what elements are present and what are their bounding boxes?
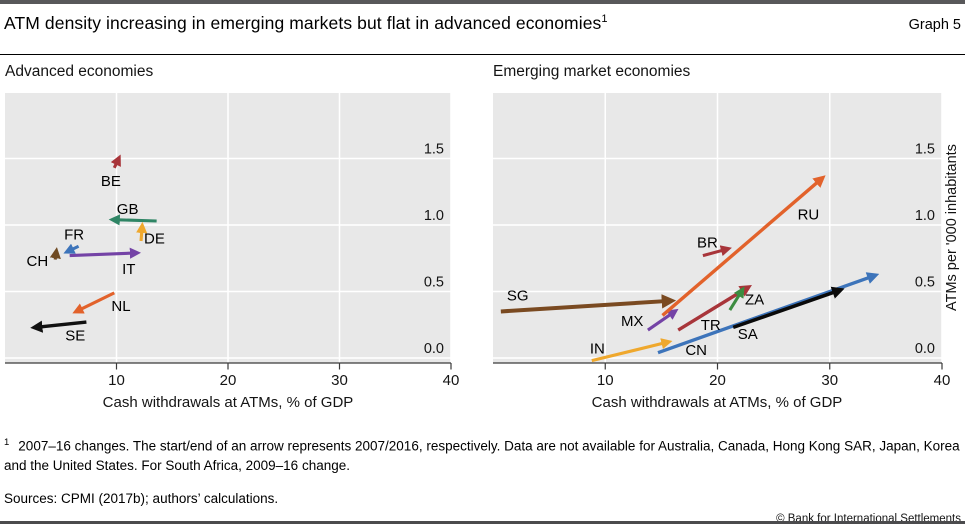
arrow-IT bbox=[69, 247, 142, 259]
panel-title-advanced: Advanced economies bbox=[5, 63, 154, 80]
y-tick-label-1.0: 1.0 bbox=[424, 208, 444, 224]
top-border-bar bbox=[0, 0, 965, 4]
page-title-footnote-marker: 1 bbox=[601, 13, 608, 26]
country-label-NL: NL bbox=[111, 298, 130, 315]
plot-advanced-economies: 0.0 0.5 1.0 1.5 BE GB DE FR CH IT NL SE bbox=[5, 93, 452, 370]
country-label-SE: SE bbox=[65, 327, 85, 344]
arrow-BE bbox=[110, 154, 121, 169]
country-label-TR: TR bbox=[701, 317, 721, 334]
arrow-CH bbox=[49, 247, 61, 260]
arrow-FR bbox=[63, 243, 80, 254]
y-tick-label-1.5: 1.5 bbox=[424, 142, 444, 158]
plot-emerging-economies: 0.0 0.5 1.0 1.5 SG IN MX CN TR BR ZA SA RU bbox=[493, 93, 943, 370]
arrow-BR bbox=[702, 245, 732, 258]
x-tick-label-40: 40 bbox=[442, 372, 460, 389]
x-tick-label-10: 10 bbox=[108, 372, 125, 389]
country-label-FR: FR bbox=[64, 226, 84, 243]
page-title-text: ATM density increasing in emerging marke… bbox=[4, 13, 602, 33]
country-label-SA: SA bbox=[738, 326, 758, 343]
arrow-SA bbox=[732, 286, 845, 330]
country-label-MX: MX bbox=[621, 313, 644, 330]
footnote-text: 2007–16 changes. The start/end of an arr… bbox=[4, 438, 960, 473]
x-tick-label-20: 20 bbox=[709, 372, 726, 389]
country-label-DE: DE bbox=[144, 230, 165, 247]
y-tick-label-0.0: 0.0 bbox=[915, 341, 935, 357]
y-tick-label-0.5: 0.5 bbox=[915, 275, 935, 291]
arrow-SG bbox=[500, 294, 677, 314]
footnote: 1 2007–16 changes. The start/end of an ar… bbox=[4, 433, 961, 477]
country-label-GB: GB bbox=[117, 201, 139, 218]
x-tick-label-10: 10 bbox=[596, 372, 614, 389]
y-tick-label-1.0: 1.0 bbox=[915, 208, 935, 224]
x-axis-title-right: Cash withdrawals at ATMs, % of GDP bbox=[591, 394, 843, 411]
arrow-GB bbox=[108, 214, 157, 226]
arrow-SE bbox=[30, 320, 87, 333]
country-label-CH: CH bbox=[26, 253, 48, 270]
arrow-ZA bbox=[728, 286, 745, 311]
arrow-MX bbox=[647, 308, 679, 332]
header: ATM density increasing in emerging marke… bbox=[4, 13, 961, 34]
x-tick-label-30: 30 bbox=[331, 372, 348, 389]
x-axis-title-left: Cash withdrawals at ATMs, % of GDP bbox=[102, 394, 354, 411]
arrow-NL bbox=[72, 291, 115, 314]
graph-number-label: Graph 5 bbox=[908, 17, 961, 33]
chart-area: Advanced economies Emerging market econo… bbox=[0, 60, 965, 418]
country-label-BE: BE bbox=[101, 173, 121, 190]
sources-line: Sources: CPMI (2017b); authors’ calculat… bbox=[4, 490, 279, 506]
y-tick-label-0.5: 0.5 bbox=[424, 275, 444, 291]
country-label-SG: SG bbox=[507, 287, 529, 304]
country-label-BR: BR bbox=[697, 234, 718, 251]
country-label-IN: IN bbox=[590, 341, 605, 358]
x-tick-label-40: 40 bbox=[933, 372, 951, 389]
footnote-marker: 1 bbox=[4, 436, 10, 448]
country-label-RU: RU bbox=[798, 206, 820, 223]
panel-title-emerging: Emerging market economies bbox=[493, 63, 691, 80]
x-tick-label-20: 20 bbox=[219, 372, 237, 389]
arrow-RU bbox=[661, 175, 826, 317]
y-tick-label-1.5: 1.5 bbox=[915, 142, 935, 158]
page-title: ATM density increasing in emerging marke… bbox=[4, 13, 608, 34]
x-tick-label-30: 30 bbox=[821, 372, 839, 389]
country-label-IT: IT bbox=[122, 261, 135, 278]
y-axis-title: ATMs per '000 inhabitants bbox=[944, 144, 960, 312]
country-label-CN: CN bbox=[685, 342, 707, 359]
arrow-DE bbox=[136, 221, 148, 242]
title-divider-line bbox=[0, 54, 965, 55]
y-tick-label-0.0: 0.0 bbox=[424, 341, 444, 357]
bottom-border-bar bbox=[0, 521, 965, 524]
arrow-IN bbox=[591, 338, 673, 363]
country-label-ZA: ZA bbox=[745, 291, 764, 308]
